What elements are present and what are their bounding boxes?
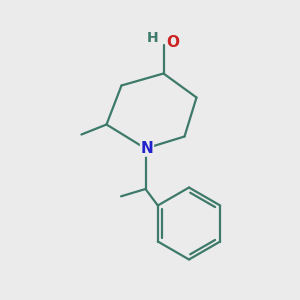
Text: N: N xyxy=(141,141,153,156)
Text: O: O xyxy=(167,35,180,50)
Text: H: H xyxy=(147,32,159,45)
